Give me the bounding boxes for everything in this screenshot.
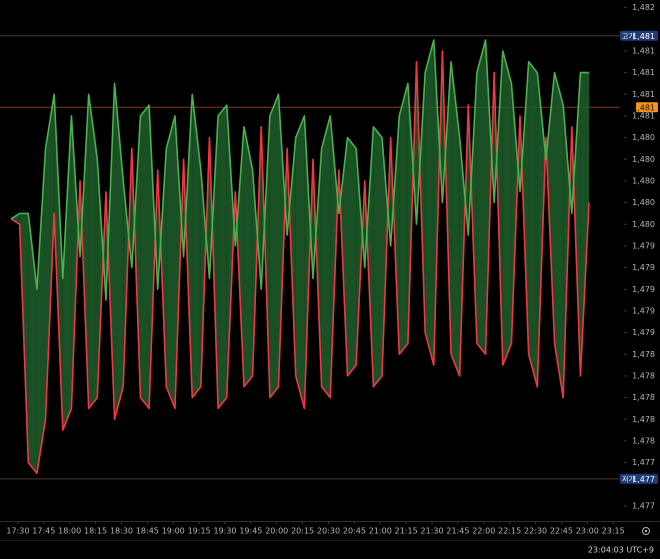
y-tick-label: 1,481 bbox=[632, 111, 655, 120]
y-tick-label: 1,481 bbox=[632, 68, 655, 77]
band-fill bbox=[140, 105, 150, 409]
price-tag bbox=[620, 30, 658, 41]
y-tick-label: 1,478 bbox=[632, 415, 655, 424]
x-tick-label: 22:15 bbox=[498, 527, 521, 536]
x-tick-label: 18:45 bbox=[136, 527, 159, 536]
x-tick-label: 17:30 bbox=[6, 527, 29, 536]
x-tick-label: 19:15 bbox=[188, 527, 211, 536]
x-tick-label: 21:30 bbox=[421, 527, 444, 536]
x-tick-label: 18:00 bbox=[58, 527, 81, 536]
y-tick-label: 1,479 bbox=[632, 306, 655, 315]
x-tick-label: 23:00 bbox=[576, 527, 599, 536]
band-fill bbox=[218, 105, 227, 409]
y-tick-label: 1,480 bbox=[632, 155, 655, 164]
band-fill bbox=[399, 83, 408, 355]
x-tick-label: 23:15 bbox=[602, 527, 625, 536]
band-fill bbox=[88, 94, 98, 409]
band-fill bbox=[243, 126, 253, 387]
y-tick-label: 1,478 bbox=[632, 436, 655, 445]
band-fill bbox=[54, 94, 63, 431]
y-tick-label: 1,480 bbox=[632, 198, 655, 207]
y-tick-label: 1,482 bbox=[632, 3, 655, 12]
x-tick-label: 20:45 bbox=[343, 527, 366, 536]
price-tag-value: 1,481 bbox=[632, 103, 655, 112]
y-tick-label: 1,479 bbox=[632, 285, 655, 294]
x-tick-label: 19:30 bbox=[213, 527, 236, 536]
price-tag-label: 저가 bbox=[622, 474, 635, 483]
band-fill bbox=[580, 72, 590, 376]
band-fill bbox=[528, 61, 538, 387]
band-fill bbox=[269, 94, 279, 398]
x-tick-label: 17:45 bbox=[32, 527, 55, 536]
x-tick-label: 19:45 bbox=[239, 527, 262, 536]
series-line bbox=[10, 39, 590, 301]
band-fill bbox=[28, 213, 37, 474]
price-tag-value: 1,477 bbox=[632, 475, 655, 484]
y-tick-label: 1,479 bbox=[632, 241, 655, 250]
settings-ring[interactable] bbox=[642, 527, 650, 535]
x-tick-label: 21:15 bbox=[395, 527, 418, 536]
band-fill bbox=[502, 50, 512, 366]
y-tick-label: 1,481 bbox=[632, 46, 655, 55]
price-tag-label: 고가 bbox=[622, 31, 635, 40]
settings-icon[interactable] bbox=[642, 527, 650, 535]
x-tick-label: 18:30 bbox=[110, 527, 133, 536]
band-fill bbox=[425, 40, 434, 366]
y-tick-label: 1,478 bbox=[632, 393, 655, 402]
x-tick-label: 18:15 bbox=[84, 527, 107, 536]
y-tick-label: 1,478 bbox=[632, 350, 655, 359]
y-tick-label: 1,480 bbox=[632, 133, 655, 142]
y-tick-label: 1,481 bbox=[632, 90, 655, 99]
y-tick-label: 1,479 bbox=[632, 263, 655, 272]
y-tick-label: 1,479 bbox=[632, 328, 655, 337]
price-tag bbox=[620, 473, 658, 484]
band-fill bbox=[451, 61, 460, 376]
y-tick-label: 1,478 bbox=[632, 371, 655, 380]
y-tick-label: 1,477 bbox=[632, 458, 655, 467]
x-tick-label: 20:15 bbox=[291, 527, 314, 536]
band-fill bbox=[11, 213, 20, 225]
band-fill bbox=[166, 115, 175, 409]
band-fill bbox=[114, 83, 124, 420]
band-fill bbox=[36, 148, 46, 474]
plot-area bbox=[0, 35, 620, 480]
band-fill bbox=[45, 94, 55, 420]
series-line bbox=[10, 50, 590, 475]
y-tick-label: 1,477 bbox=[632, 501, 655, 510]
band-fill bbox=[105, 83, 115, 420]
band-fill bbox=[554, 72, 564, 398]
price-tag bbox=[636, 102, 658, 113]
band-fill bbox=[80, 94, 89, 409]
price-tag-value: 1,481 bbox=[632, 32, 655, 41]
band-fill bbox=[373, 126, 383, 387]
x-tick-label: 21:45 bbox=[446, 527, 469, 536]
time-label: 23:04:03 UTC+9 bbox=[588, 546, 654, 555]
band-fill bbox=[295, 115, 305, 409]
band-fill bbox=[62, 115, 72, 431]
x-tick-label: 19:00 bbox=[162, 527, 185, 536]
band-fill bbox=[226, 105, 236, 398]
y-tick-label: 1,480 bbox=[632, 220, 655, 229]
band-fill bbox=[347, 137, 357, 376]
x-tick-label: 20:00 bbox=[265, 527, 288, 536]
settings-dot[interactable] bbox=[644, 529, 648, 533]
band-fill bbox=[476, 40, 486, 355]
band-fill bbox=[192, 94, 201, 398]
x-tick-label: 21:00 bbox=[369, 527, 392, 536]
y-tick-label: 1,480 bbox=[632, 176, 655, 185]
band-fill bbox=[321, 115, 331, 398]
x-tick-label: 22:30 bbox=[524, 527, 547, 536]
x-tick-label: 20:30 bbox=[317, 527, 340, 536]
x-tick-label: 22:00 bbox=[472, 527, 495, 536]
x-tick-label: 22:45 bbox=[550, 527, 573, 536]
